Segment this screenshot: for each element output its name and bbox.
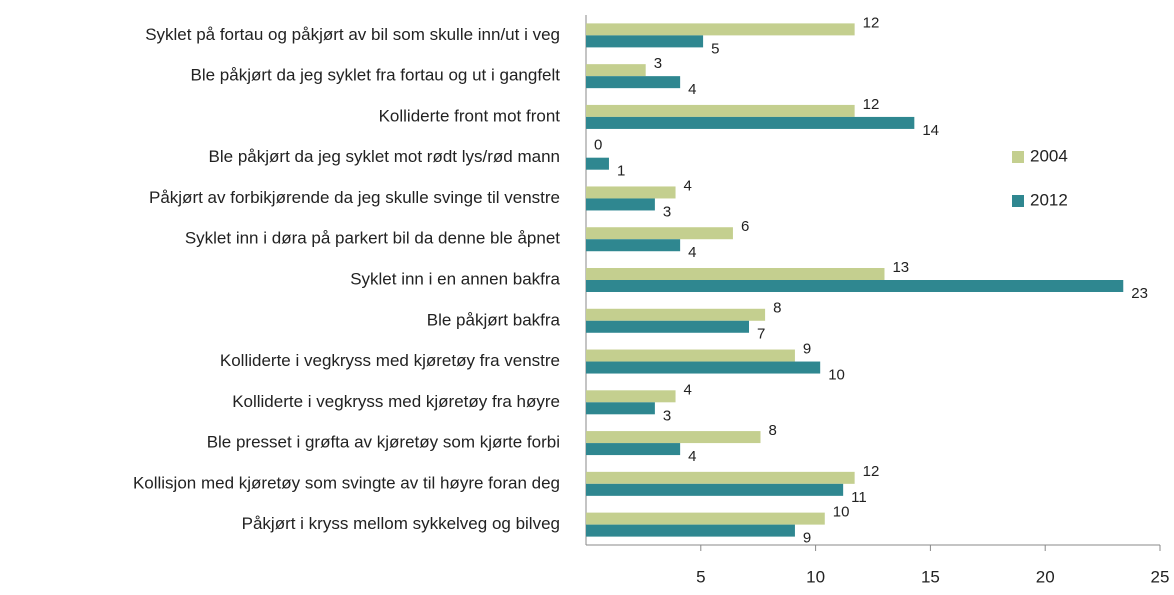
data-label: 8 [768, 422, 776, 439]
data-label: 4 [688, 448, 696, 465]
y-tick-label: Kolliderte i vegkryss med kjøretøy fra v… [220, 351, 560, 370]
bar [586, 198, 655, 211]
bar [586, 361, 821, 374]
data-label: 23 [1131, 285, 1148, 302]
data-label: 3 [663, 407, 671, 424]
bar [586, 308, 766, 321]
data-label: 4 [684, 381, 692, 398]
bar [586, 280, 1124, 292]
bar [586, 239, 681, 252]
data-label: 0 [594, 137, 602, 154]
y-tick-label: Ble påkjørt da jeg syklet fra fortau og … [191, 66, 561, 85]
bar [586, 471, 855, 484]
data-label: 6 [741, 218, 749, 235]
bar [586, 268, 885, 280]
bar [586, 483, 844, 496]
bar [586, 186, 676, 199]
data-label: 10 [828, 367, 845, 384]
data-label: 3 [654, 55, 662, 72]
y-tick-label: Syklet inn i en annen bakfra [350, 269, 560, 288]
data-label: 5 [711, 40, 719, 57]
bar [586, 512, 825, 525]
bar [586, 104, 855, 117]
x-tick-label: 5 [696, 567, 705, 586]
y-tick-label: Ble påkjørt bakfra [427, 310, 561, 329]
data-label: 12 [863, 14, 880, 31]
bar [586, 116, 915, 129]
bar [586, 35, 704, 48]
bar [586, 227, 733, 240]
bar [586, 402, 655, 415]
y-tick-label: Påkjørt i kryss mellom sykkelveg og bilv… [242, 514, 560, 533]
bar [586, 76, 681, 89]
data-label: 14 [922, 122, 939, 139]
data-label: 12 [863, 463, 880, 480]
data-label: 1 [617, 163, 625, 180]
y-tick-label: Påkjørt av forbikjørende da jeg skulle s… [149, 188, 560, 207]
legend-label: 2012 [1030, 190, 1068, 209]
legend-swatch [1012, 195, 1024, 207]
x-tick-label: 25 [1151, 567, 1170, 586]
data-label: 10 [833, 504, 850, 521]
legend-swatch [1012, 151, 1024, 163]
legend-label: 2004 [1030, 146, 1068, 165]
y-tick-label: Syklet inn i døra på parkert bil da denn… [185, 229, 560, 248]
bar [586, 390, 676, 403]
x-tick-label: 15 [921, 567, 940, 586]
bar [586, 349, 795, 362]
bar [586, 23, 855, 36]
data-label: 12 [863, 96, 880, 113]
data-label: 4 [684, 177, 692, 194]
bar [586, 320, 750, 333]
x-tick-label: 20 [1036, 567, 1055, 586]
bar [586, 443, 681, 456]
data-label: 8 [773, 300, 781, 317]
bar [586, 431, 761, 444]
x-tick-label: 10 [806, 567, 825, 586]
y-tick-label: Ble presset i grøfta av kjøretøy som kjø… [207, 433, 560, 452]
data-label: 4 [688, 81, 696, 98]
data-label: 7 [757, 326, 765, 343]
data-label: 3 [663, 203, 671, 220]
data-label: 13 [892, 259, 909, 276]
y-tick-label: Kollisjon med kjøretøy som svingte av ti… [133, 473, 560, 492]
data-label: 9 [803, 341, 811, 358]
bar [586, 157, 609, 170]
y-tick-label: Kolliderte i vegkryss med kjøretøy fra h… [232, 392, 560, 411]
y-tick-label: Syklet på fortau og påkjørt av bil som s… [145, 25, 560, 44]
bar [586, 524, 795, 537]
y-tick-label: Ble påkjørt da jeg syklet mot rødt lys/r… [209, 147, 560, 166]
bar [586, 64, 646, 77]
y-tick-label: Kolliderte front mot front [379, 106, 561, 125]
data-label: 9 [803, 530, 811, 547]
data-label: 4 [688, 244, 696, 261]
data-label: 11 [851, 489, 867, 506]
